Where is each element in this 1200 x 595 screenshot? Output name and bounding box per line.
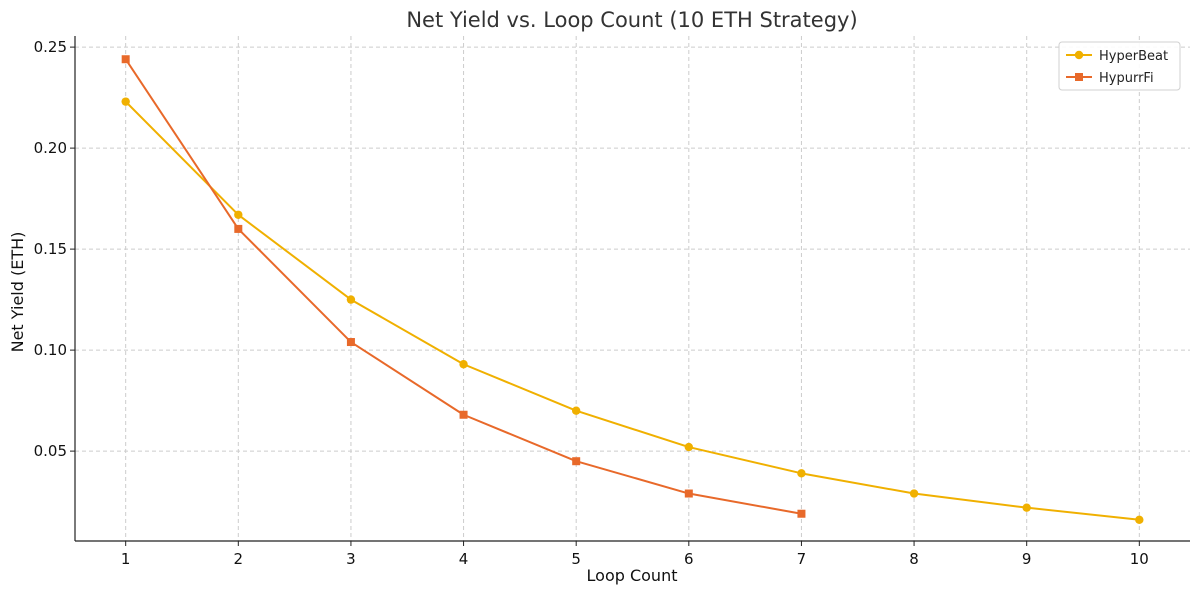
y-tick-label: 0.05 (34, 442, 67, 460)
legend-item: HyperBeat (1066, 49, 1168, 64)
y-axis-label: Net Yield (ETH) (8, 232, 27, 353)
legend-swatch-marker (1074, 50, 1084, 60)
data-point (572, 457, 581, 466)
x-tick-label: 1 (121, 550, 131, 568)
series-hyperbeat (121, 97, 1144, 524)
legend-swatch-marker (1075, 73, 1083, 81)
data-point (459, 410, 468, 419)
y-tick-label: 0.10 (34, 341, 67, 359)
legend: HyperBeat HypurrFi (1058, 41, 1181, 91)
x-tick-label: 5 (571, 550, 581, 568)
data-point (684, 442, 694, 452)
data-point (797, 509, 806, 518)
data-point (797, 469, 806, 478)
x-axis-label: Loop Count (587, 566, 678, 585)
grid (75, 36, 1190, 541)
data-point (1022, 503, 1031, 512)
y-tick-label: 0.15 (34, 240, 67, 258)
x-tick-label: 7 (797, 550, 807, 568)
data-point (121, 97, 130, 106)
x-tick-label: 10 (1130, 550, 1149, 568)
data-point (346, 295, 356, 304)
data-point (684, 489, 693, 498)
data-point (346, 338, 355, 347)
x-tick-label: 6 (684, 550, 694, 568)
data-point (234, 210, 243, 219)
series-layer (121, 55, 1144, 524)
x-tick-label: 9 (1022, 550, 1032, 568)
y-tick-label: 0.20 (34, 139, 67, 157)
legend-item: HypurrFi (1066, 71, 1154, 86)
x-tick-label: 8 (909, 550, 919, 568)
data-point (234, 224, 243, 233)
series-hypurrfi (121, 55, 806, 518)
data-point (121, 55, 130, 64)
data-point (909, 489, 919, 498)
y-tick-label: 0.25 (34, 38, 67, 56)
x-tick-label: 2 (234, 550, 244, 568)
legend-label: HyperBeat (1099, 49, 1168, 64)
axes: 1 2 3 4 5 6 7 8 9 10 0.05 0.10 0.15 0.20 0.25 (34, 36, 1190, 568)
data-point (1135, 515, 1144, 524)
series-line-hyperbeat (124, 100, 1140, 521)
x-tick-label: 4 (459, 550, 469, 568)
data-point (459, 360, 468, 369)
data-point (571, 406, 581, 415)
chart-title: Net Yield vs. Loop Count (10 ETH Strateg… (406, 8, 857, 32)
x-tick-label: 3 (346, 550, 356, 568)
legend-label: HypurrFi (1099, 71, 1154, 86)
